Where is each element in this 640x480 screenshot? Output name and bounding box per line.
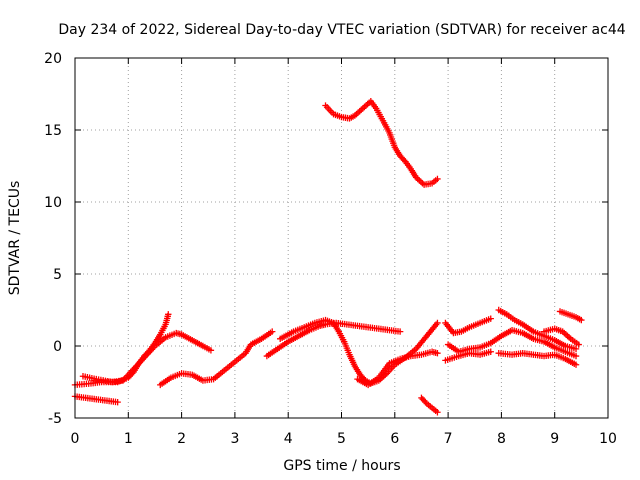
data-point xyxy=(269,328,276,335)
data-point xyxy=(578,316,585,324)
y-tick-label: -5 xyxy=(48,411,62,427)
series-s8 xyxy=(418,394,441,416)
x-tick-label: 8 xyxy=(497,431,506,447)
data-point xyxy=(572,361,580,368)
series-s6 xyxy=(277,316,441,387)
data-point xyxy=(422,398,429,406)
data-point xyxy=(114,398,121,406)
y-tick-label: 0 xyxy=(53,339,62,355)
y-tick-label: 10 xyxy=(44,195,62,211)
x-tick-label: 5 xyxy=(337,431,346,447)
data-point xyxy=(434,350,441,357)
data-point xyxy=(575,341,582,348)
x-tick-label: 10 xyxy=(599,431,617,447)
x-tick-label: 3 xyxy=(230,431,239,447)
grid xyxy=(75,58,608,418)
data-point xyxy=(487,348,494,355)
data-markers xyxy=(71,98,585,416)
series-s10 xyxy=(442,315,494,337)
x-tick-label: 2 xyxy=(177,431,186,447)
data-point xyxy=(434,409,441,416)
y-tick-label: 5 xyxy=(53,267,62,283)
data-point xyxy=(434,175,441,183)
chart-title: Day 234 of 2022, Sidereal Day-to-day VTE… xyxy=(58,22,625,38)
series-s1 xyxy=(71,393,121,406)
data-point xyxy=(572,345,580,353)
series-s4 xyxy=(157,328,276,389)
series-s7 xyxy=(354,348,441,389)
data-point xyxy=(434,319,441,327)
x-tick-label: 9 xyxy=(550,431,559,447)
x-tick-label: 6 xyxy=(390,431,399,447)
x-tick-label: 1 xyxy=(124,431,133,447)
data-point xyxy=(165,311,172,318)
axis-ticks: 0 1 2 3 4 5 6 7 8 9 10 -5 0 5 10 15 20 xyxy=(44,51,617,447)
series-s9 xyxy=(322,98,441,188)
y-tick-label: 15 xyxy=(44,123,62,139)
data-point xyxy=(400,157,408,164)
data-point xyxy=(396,328,404,335)
y-axis-label: SDTVAR / TECUs xyxy=(7,181,23,296)
series-s16 xyxy=(556,308,585,324)
series-s14 xyxy=(495,350,580,368)
series-s11 xyxy=(444,326,580,360)
y-tick-label: 20 xyxy=(44,51,62,67)
series-s3 xyxy=(79,329,215,386)
series-s15 xyxy=(540,325,582,348)
x-tick-label: 4 xyxy=(284,431,293,447)
data-point xyxy=(487,315,494,322)
x-tick-label: 0 xyxy=(71,431,80,447)
data-point xyxy=(572,352,580,360)
series-s13 xyxy=(495,306,580,353)
x-tick-label: 7 xyxy=(444,431,453,447)
x-axis-label: GPS time / hours xyxy=(283,458,400,474)
series-s12 xyxy=(442,348,494,364)
data-point xyxy=(207,347,215,354)
